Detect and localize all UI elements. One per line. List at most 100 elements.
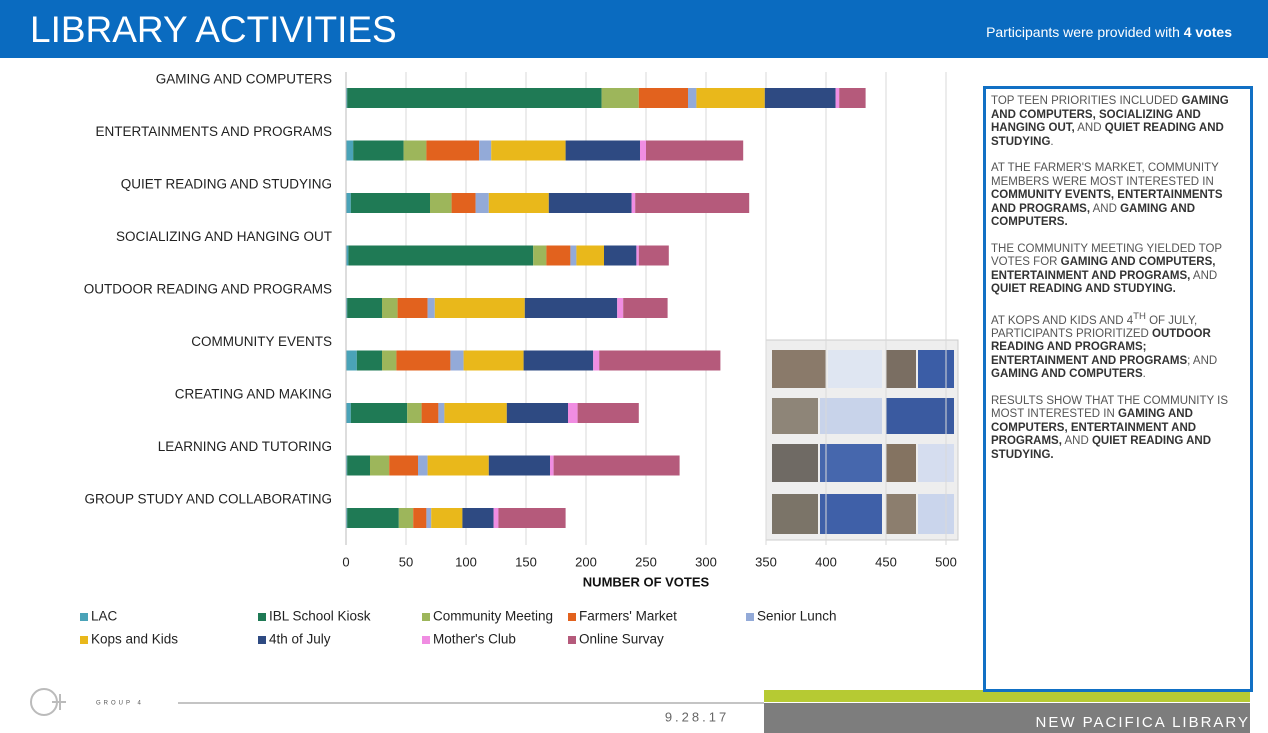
x-axis-title: NUMBER OF VOTES (583, 574, 710, 589)
bar-segment (451, 193, 476, 213)
legend-label: LAC (91, 609, 118, 624)
bar-segment (475, 193, 489, 213)
header-note: Participants were provided with 4 votes (986, 24, 1232, 40)
bar-segment (346, 350, 357, 371)
text-run: AT KOPS AND KIDS AND 4 (991, 314, 1134, 327)
bar-segment (346, 193, 351, 213)
sidebar-paragraph: AT THE FARMER'S MARKET, COMMUNITY MEMBER… (991, 162, 1245, 230)
x-tick-label: 450 (875, 554, 897, 569)
footer-accent (764, 690, 1250, 702)
bar-segment (479, 140, 492, 161)
bar-segment (577, 403, 639, 423)
legend-label: Kops and Kids (91, 632, 178, 647)
bar-segment (696, 88, 765, 108)
footer-brand: GROUP 4 (96, 701, 144, 707)
legend-label: Farmers' Market (579, 609, 677, 624)
bar-segment (646, 140, 744, 161)
bar-segment (350, 193, 430, 213)
legend-swatch (258, 636, 266, 644)
bar-segment (347, 508, 399, 528)
x-tick-label: 150 (515, 554, 537, 569)
bar-segment (347, 88, 602, 108)
bar-segment (346, 245, 349, 266)
text-run: QUIET READING AND STUDYING (991, 122, 1224, 148)
bar-segment (382, 350, 397, 371)
note-run: 4 votes (1184, 24, 1232, 40)
bar-segment (488, 455, 550, 476)
legend-swatch (746, 613, 754, 621)
category-label: CREATING AND MAKING (175, 387, 332, 402)
text-run: THE COMMUNITY MEETING YIELDED TOP VOTES … (991, 242, 1222, 269)
bar-segment (350, 403, 408, 423)
bar-segment (434, 298, 525, 318)
x-tick-label: 300 (695, 554, 717, 569)
bar-segment (463, 350, 524, 371)
bar-segment (403, 140, 427, 161)
bar-segment (431, 508, 463, 528)
bar-segment (407, 403, 422, 423)
x-tick-label: 100 (455, 554, 477, 569)
legend-label: 4th of July (269, 632, 331, 647)
legend-swatch (422, 613, 430, 621)
bar-segment (430, 193, 452, 213)
bar-segment (397, 298, 428, 318)
bar-segment (347, 298, 382, 318)
bar-segment (346, 455, 348, 476)
bar-segment (550, 455, 554, 476)
bar-segment (389, 455, 418, 476)
bar-segment (636, 245, 639, 266)
legend-swatch (258, 613, 266, 621)
text-run: GAMING AND COMPUTERS. (991, 202, 1196, 229)
text-run: QUIET READING AND STUDYING. (991, 283, 1176, 295)
footer-band (764, 703, 1250, 733)
bar-segment (835, 88, 840, 108)
legend-swatch (568, 613, 576, 621)
text-run: . (1050, 135, 1054, 148)
legend-label: IBL School Kiosk (269, 609, 371, 624)
category-label: OUTDOOR READING AND PROGRAMS (84, 282, 332, 297)
bar-segment (398, 508, 414, 528)
bar-segment (635, 193, 750, 213)
text-run: TOP TEEN PRIORITIES INCLUDED (991, 95, 1182, 107)
sidebar-paragraph: AT KOPS AND KIDS AND 4TH OF JULY, PARTIC… (991, 310, 1245, 382)
bar-segment (370, 455, 390, 476)
bar-segment (462, 508, 494, 528)
photo (765, 339, 959, 541)
bar-segment (764, 88, 836, 108)
text-run: GAMING AND COMPUTERS, ENTERTAINMENT AND … (991, 256, 1216, 282)
bar-segment (353, 140, 404, 161)
bar-segment (356, 350, 382, 371)
text-run: TH (1133, 310, 1146, 322)
legend-swatch (80, 636, 88, 644)
x-tick-label: 0 (342, 554, 349, 569)
bar-segment (498, 508, 566, 528)
bar-segment (347, 455, 370, 476)
sidebar-paragraph: TOP TEEN PRIORITIES INCLUDED GAMING AND … (991, 95, 1245, 149)
legend-label: Online Survay (579, 632, 664, 647)
bar-segment (533, 245, 547, 266)
bar-segment (426, 140, 480, 161)
bar-segment (604, 245, 637, 266)
header-bar (0, 0, 1268, 58)
bar-segment (450, 350, 464, 371)
text-run: AND (1090, 202, 1121, 215)
legend-swatch (422, 636, 430, 644)
text-run: AT THE FARMER'S MARKET, COMMUNITY MEMBER… (991, 162, 1219, 188)
bar-segment (546, 245, 571, 266)
bar-segment (418, 455, 428, 476)
bar-segment (593, 350, 600, 371)
header-title: LIBRARY ACTIVITIES (30, 9, 397, 50)
footer-project: NEW PACIFICA LIBRARY (1036, 714, 1251, 731)
text-run: RESULTS SHOW THAT THE COMMUNITY IS MOST … (991, 394, 1229, 421)
bar-segment (346, 508, 348, 528)
bar-segment (346, 88, 348, 108)
legend-swatch (568, 636, 576, 644)
bar-segment (421, 403, 439, 423)
sidebar-paragraph: THE COMMUNITY MEETING YIELDED TOP VOTES … (991, 243, 1245, 297)
text-run: ; AND (1187, 354, 1218, 367)
category-label: SOCIALIZING AND HANGING OUT (116, 229, 332, 244)
bar-segment (413, 508, 427, 528)
note-run: Participants were provided with (986, 24, 1184, 40)
category-label: ENTERTAINMENTS AND PROGRAMS (95, 124, 332, 139)
